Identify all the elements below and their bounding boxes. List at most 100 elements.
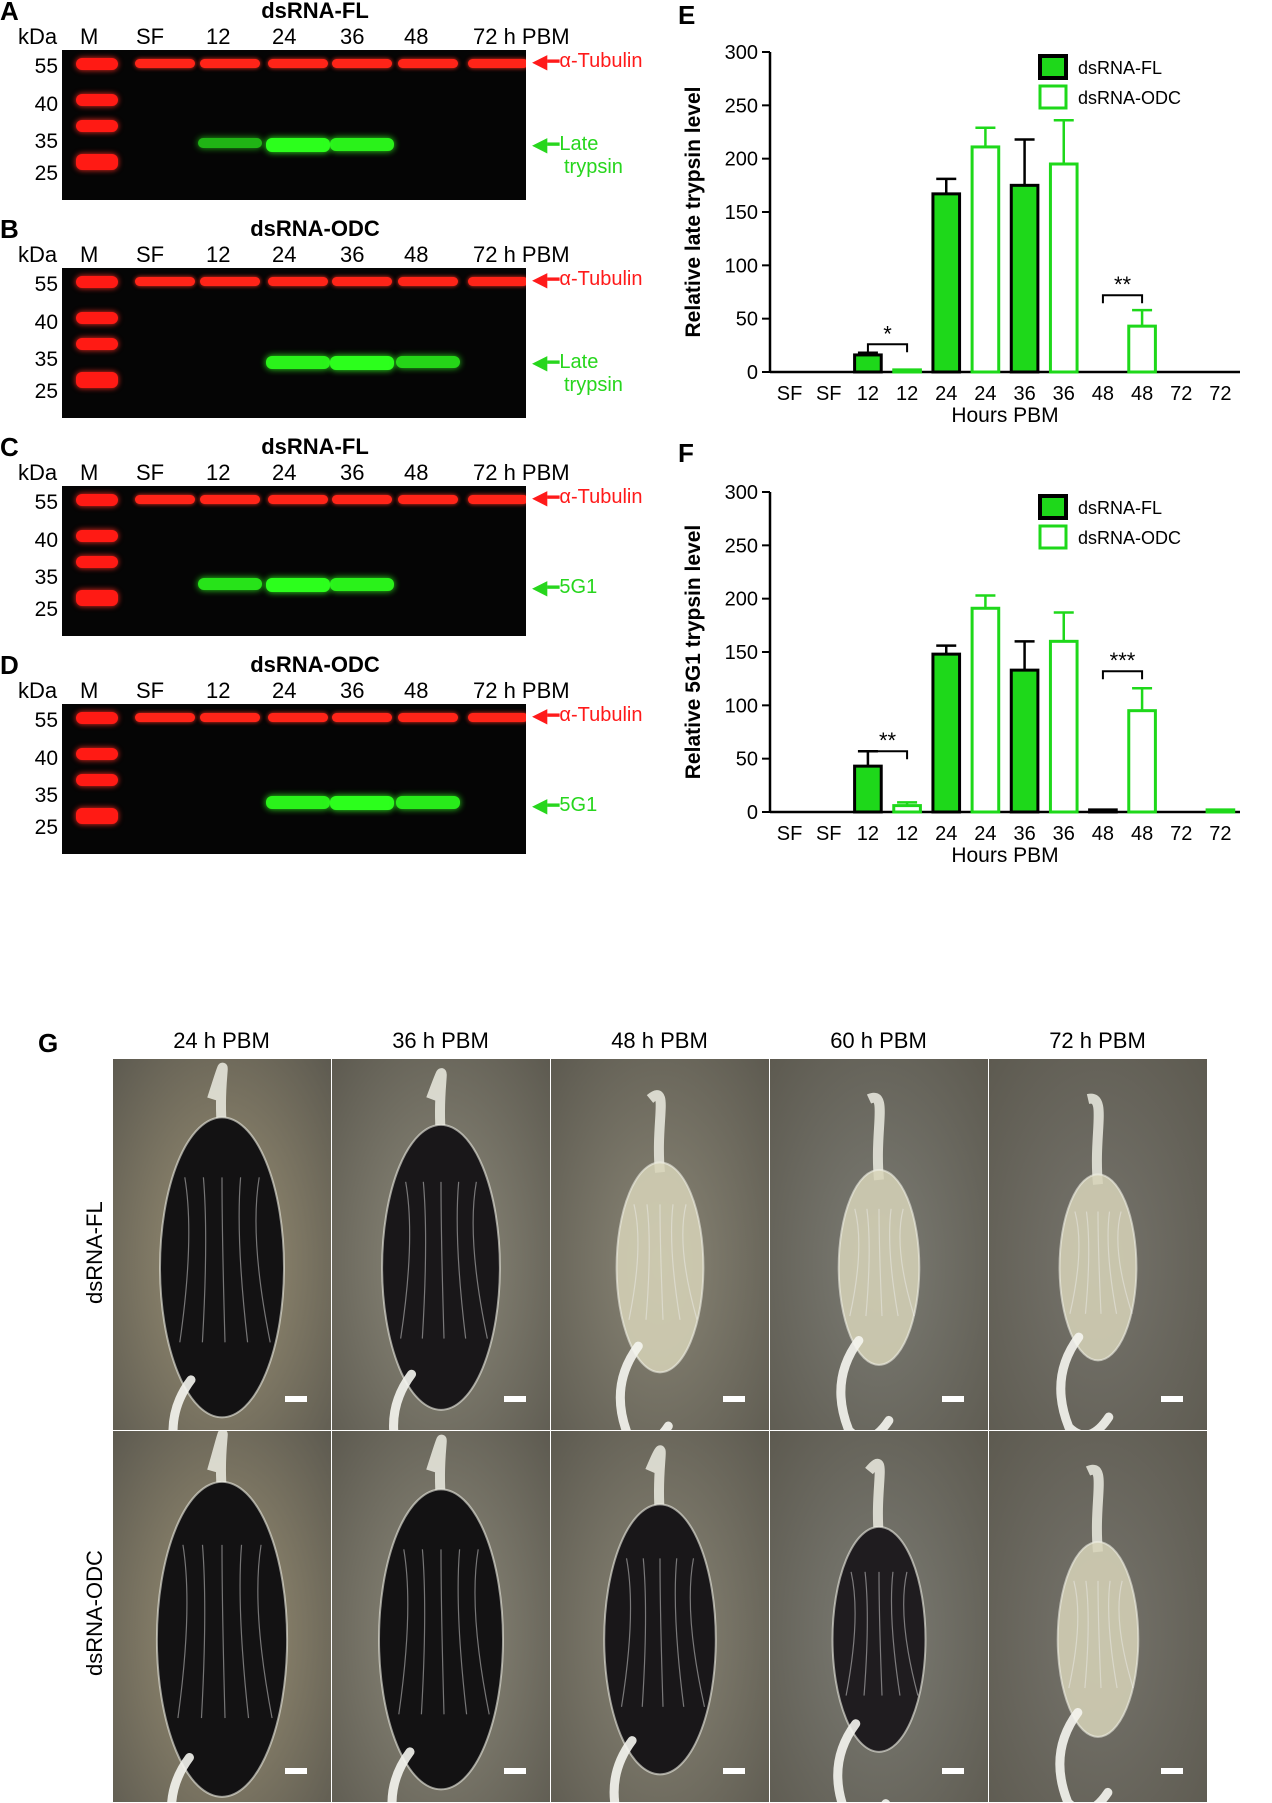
significance-bracket [866, 343, 909, 353]
trypsin-band [198, 578, 262, 590]
lane-label: 24 [272, 242, 297, 267]
ladder-band [76, 276, 118, 288]
foregut-tube [207, 1431, 228, 1493]
trachea-line [400, 1181, 411, 1339]
tubulin-band [135, 713, 195, 722]
bar-dsrna-odc [1048, 162, 1079, 374]
midgut-body [1056, 1540, 1140, 1738]
mw-label: 40 [34, 311, 58, 334]
trypsin-band [330, 796, 394, 810]
lane-label: SF [136, 24, 165, 49]
lane-label: 36 [340, 678, 365, 703]
x-tick-label: 24 [974, 383, 996, 405]
marker-lane-label: M [80, 242, 99, 267]
tubulin-band [398, 495, 458, 504]
tubulin-band [268, 495, 328, 504]
tubulin-band [200, 277, 260, 286]
red-arrow-icon: ◀━ [532, 268, 560, 291]
tubulin-band [332, 59, 392, 68]
x-tick-label: 36 [1013, 823, 1035, 845]
midgut-body [378, 1488, 504, 1791]
trypsin-arrow-label: ◀━ Late trypsin [532, 351, 623, 396]
legend-swatch-fl [1038, 54, 1068, 80]
midgut-body [155, 1480, 289, 1798]
tubulin-arrow-label: ◀━ α-Tubulin [532, 268, 643, 291]
mw-label: 55 [34, 491, 58, 514]
mw-label: 40 [34, 747, 58, 770]
panel-letter-a: A [0, 0, 19, 26]
foregut-tube [866, 1092, 885, 1181]
x-tick-label: 36 [1013, 383, 1035, 405]
lane-label: 72 h PBM [473, 242, 570, 267]
trachea-line [628, 1204, 639, 1320]
y-tick-label: 100 [725, 255, 758, 277]
x-tick-label: 24 [935, 383, 957, 405]
trachea-line [845, 1571, 856, 1696]
ladder-band [76, 120, 118, 132]
lane-label: 12 [206, 24, 231, 49]
photo-column-header: 60 h PBM [830, 1028, 927, 1053]
mw-label: 25 [34, 380, 58, 403]
ladder-band [76, 494, 118, 506]
foregut-tube [645, 1445, 666, 1515]
bar-dsrna-fl [1088, 808, 1118, 814]
x-tick-label: 72 [1209, 383, 1231, 405]
ladder-band [76, 712, 118, 724]
y-tick-label: 50 [736, 309, 758, 331]
mw-label: 35 [34, 348, 58, 371]
legend-swatch-odc [1038, 524, 1068, 550]
bar-dsrna-odc [970, 606, 1001, 814]
trachea-line [689, 1558, 706, 1707]
trachea-line [889, 1208, 899, 1317]
tubulin-arrow-label: ◀━ α-Tubulin [532, 50, 643, 73]
malpighian-tubule [387, 1747, 415, 1802]
foregut-tube [1085, 1464, 1104, 1553]
tubulin-band [468, 495, 526, 504]
midgut-photo [988, 1058, 1208, 1431]
y-tick-label: 50 [736, 749, 758, 771]
tubulin-band [200, 495, 260, 504]
y-tick-label: 150 [725, 642, 758, 664]
red-arrow-icon: ◀━ [532, 704, 560, 727]
red-arrow-icon: ◀━ [532, 50, 560, 73]
trachea-line [200, 1544, 206, 1719]
trachea-line [682, 1204, 698, 1320]
bar-dsrna-odc [892, 368, 922, 374]
trachea-line [674, 1558, 685, 1707]
lane-label: 36 [340, 242, 365, 267]
y-tick-label: 200 [725, 589, 758, 611]
blot-image [62, 486, 526, 636]
lane-label: 24 [272, 460, 297, 485]
trypsin-arrow-label: ◀━ 5G1 [532, 576, 597, 599]
trypsin-band [330, 578, 394, 591]
bar-dsrna-fl [853, 764, 883, 814]
tubulin-band [468, 59, 526, 68]
significance-label: ** [1114, 272, 1132, 297]
tubulin-band [398, 277, 458, 286]
blot-title: dsRNA-FL [261, 0, 369, 23]
malpighian-tubule [1055, 1707, 1113, 1802]
x-tick-label: 48 [1131, 823, 1153, 845]
mw-label: 25 [34, 162, 58, 185]
y-tick-label: 250 [725, 95, 758, 117]
midgut-body [159, 1116, 285, 1419]
tubulin-band [468, 713, 526, 722]
lane-label: 12 [206, 460, 231, 485]
mw-label: 55 [34, 273, 58, 296]
trypsin-band [266, 138, 330, 152]
midgut-drawing [836, 1092, 921, 1430]
scale-bar [942, 1396, 964, 1402]
trachea-line [420, 1549, 426, 1715]
trypsin-band [330, 138, 394, 151]
legend-label-fl: dsRNA-FL [1078, 498, 1162, 518]
trypsin-band [266, 796, 330, 809]
tubulin-band [332, 495, 392, 504]
trachea-line [1084, 1211, 1090, 1314]
marker-lane-label: M [80, 678, 99, 703]
bar-dsrna-fl [853, 353, 883, 374]
trypsin-band [330, 356, 394, 370]
photo-row-header: dsRNA-FL [82, 1201, 107, 1304]
trachea-line [238, 1177, 249, 1343]
bar-dsrna-fl [1009, 183, 1040, 374]
